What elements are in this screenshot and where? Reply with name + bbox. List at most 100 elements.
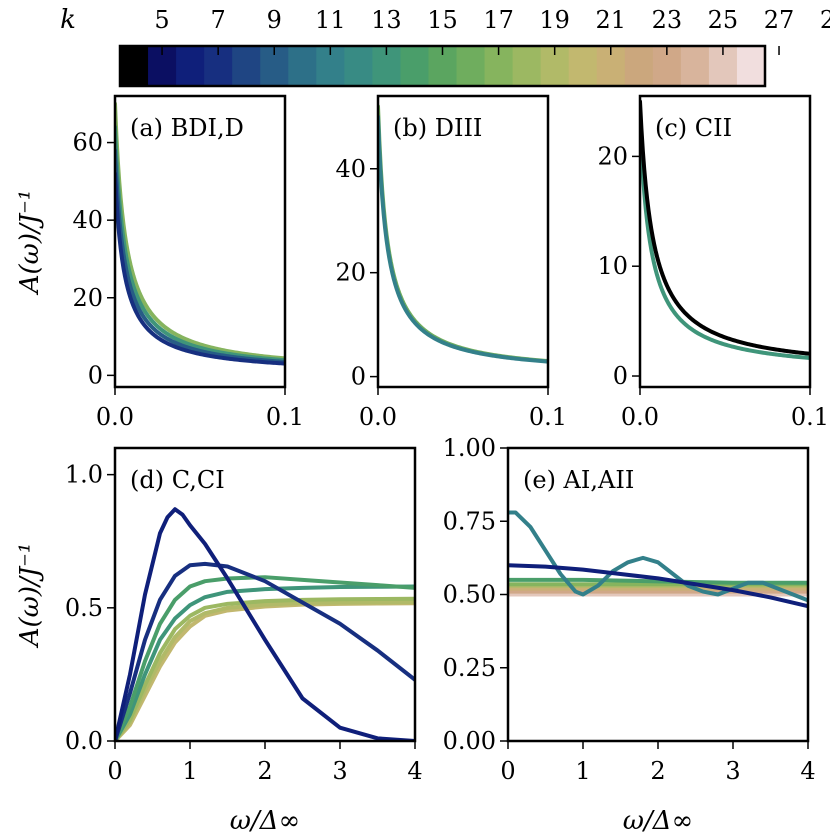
y-tick-label: 0.75 (443, 507, 496, 535)
colorbar-ticks: 5 7 9 11 13 15 17 19 21 23 25 27 29 (154, 6, 830, 55)
series-line (115, 148, 285, 364)
colorbar-tick-label: 7 (211, 6, 226, 34)
colorbar-swatch (232, 46, 261, 86)
series-line (115, 171, 285, 366)
series-line (115, 561, 415, 741)
series-line (115, 599, 415, 741)
colorbar-tick-label: 11 (315, 6, 346, 34)
colorbar-swatch (568, 46, 598, 86)
x-tick-label: 4 (407, 757, 422, 785)
y-tick-label: 40 (335, 155, 366, 183)
series-line (378, 114, 548, 364)
colorbar-swatch (400, 46, 430, 86)
colorbar: k 5 7 9 11 13 15 17 19 21 23 25 27 29 (60, 5, 830, 88)
panel-title: (d) C,CI (130, 466, 225, 494)
x-tick-label: 2 (650, 757, 665, 785)
panel-e: 0 1 2 3 4 0.00 0.25 0.50 0.75 1.00 (e) AI,AII ω/Δ∞ (443, 434, 816, 836)
colorbar-tick-label: 15 (427, 6, 458, 34)
colorbar-swatches (120, 46, 766, 86)
series-line (115, 507, 415, 741)
colorbar-swatch (680, 46, 710, 86)
colorbar-tick-label: 27 (764, 6, 795, 34)
y-tick-label: 0.50 (443, 581, 496, 609)
colorbar-swatch (344, 46, 373, 86)
x-tick-label: 0.0 (621, 403, 659, 431)
y-axis-label: A(ω)/J⁻¹ (15, 190, 45, 296)
colorbar-tick-label: 9 (267, 6, 282, 34)
series-group (508, 510, 808, 609)
y-tick-label: 0 (613, 362, 628, 390)
x-tick-label: 1 (575, 757, 590, 785)
x-tick-label: 3 (332, 757, 347, 785)
x-axis-label: ω/Δ∞ (623, 806, 693, 836)
series-group (640, 99, 810, 361)
y-tick-label: 0 (351, 363, 366, 391)
y-tick-label: 20 (597, 142, 628, 170)
axes-frame (113, 94, 287, 389)
colorbar-swatch (176, 46, 205, 86)
series-line (378, 104, 548, 364)
y-tick-label: 60 (72, 129, 103, 157)
x-tick-label: 1 (182, 757, 197, 785)
panel-b: 0.0 0.1 0 20 40 (b) DIII (335, 94, 567, 431)
x-tick-label: 0.1 (266, 403, 304, 431)
panel-title: (c) CII (655, 114, 732, 142)
colorbar-tick-label: 19 (539, 6, 570, 34)
panel-title: (e) AI,AII (523, 466, 634, 494)
colorbar-tick-label: 17 (483, 6, 514, 34)
axes-frame (376, 94, 550, 389)
panel-d: 0 1 2 3 4 0.0 0.5 1.0 (d) C,CI A(ω)/J⁻¹ ω/Δ∞ (15, 446, 423, 836)
y-axis-label: A(ω)/J⁻¹ (15, 543, 45, 649)
series-line (115, 101, 285, 361)
series-line (508, 510, 808, 603)
x-tick-label: 0.0 (96, 403, 134, 431)
panel-a: 0.0 0.1 0 20 40 60 (a) BDI,D A(ω)/J⁻¹ (15, 94, 304, 431)
y-tick-label: 0.0 (65, 727, 103, 755)
series-line (640, 121, 810, 361)
colorbar-label: k (60, 5, 76, 35)
x-tick-label: 2 (257, 757, 272, 785)
colorbar-tick-label: 13 (371, 6, 402, 34)
series-group (115, 101, 285, 366)
axes-frame (638, 94, 812, 389)
y-tick-label: 1.00 (443, 434, 496, 462)
y-tick-label: 0 (88, 361, 103, 389)
colorbar-swatch (288, 46, 317, 86)
x-tick-label: 0.1 (791, 403, 829, 431)
colorbar-tick-label: 23 (652, 6, 683, 34)
y-tick-label: 1.0 (65, 461, 103, 489)
y-tick-label: 10 (597, 252, 628, 280)
colorbar-swatch (512, 46, 542, 86)
panel-c: 0.0 0.1 0 10 20 (c) CII (597, 94, 829, 431)
x-tick-label: 0.1 (529, 403, 567, 431)
y-tick-label: 0.00 (443, 727, 496, 755)
panel-title: (a) BDI,D (130, 114, 244, 142)
colorbar-swatch (736, 46, 766, 86)
panel-title: (b) DIII (393, 114, 482, 142)
colorbar-swatch (120, 46, 149, 86)
series-line (508, 563, 808, 609)
x-tick-label: 0 (500, 757, 515, 785)
x-tick-label: 3 (725, 757, 740, 785)
series-line (115, 575, 415, 741)
y-tick-label: 20 (72, 284, 103, 312)
x-axis-label: ω/Δ∞ (230, 806, 300, 836)
series-line (115, 125, 285, 363)
x-tick-label: 0 (107, 757, 122, 785)
series-line (115, 584, 415, 741)
series-line (115, 596, 415, 741)
colorbar-tick-label: 25 (708, 6, 739, 34)
y-tick-label: 40 (72, 206, 103, 234)
y-tick-label: 20 (335, 259, 366, 287)
colorbar-swatch (624, 46, 654, 86)
y-tick-label: 0.25 (443, 654, 496, 682)
x-tick-label: 4 (800, 757, 815, 785)
series-group (115, 507, 415, 741)
colorbar-tick-label: 5 (154, 6, 169, 34)
y-tick-label: 0.5 (65, 594, 103, 622)
colorbar-tick-label: 29 (820, 6, 830, 34)
series-line (640, 99, 810, 356)
colorbar-tick-label: 21 (595, 6, 626, 34)
